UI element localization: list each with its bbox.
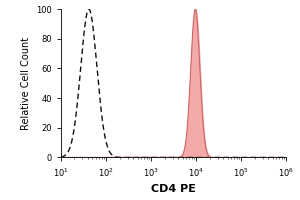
Y-axis label: Relative Cell Count: Relative Cell Count	[21, 37, 31, 130]
X-axis label: CD4 PE: CD4 PE	[151, 184, 196, 194]
